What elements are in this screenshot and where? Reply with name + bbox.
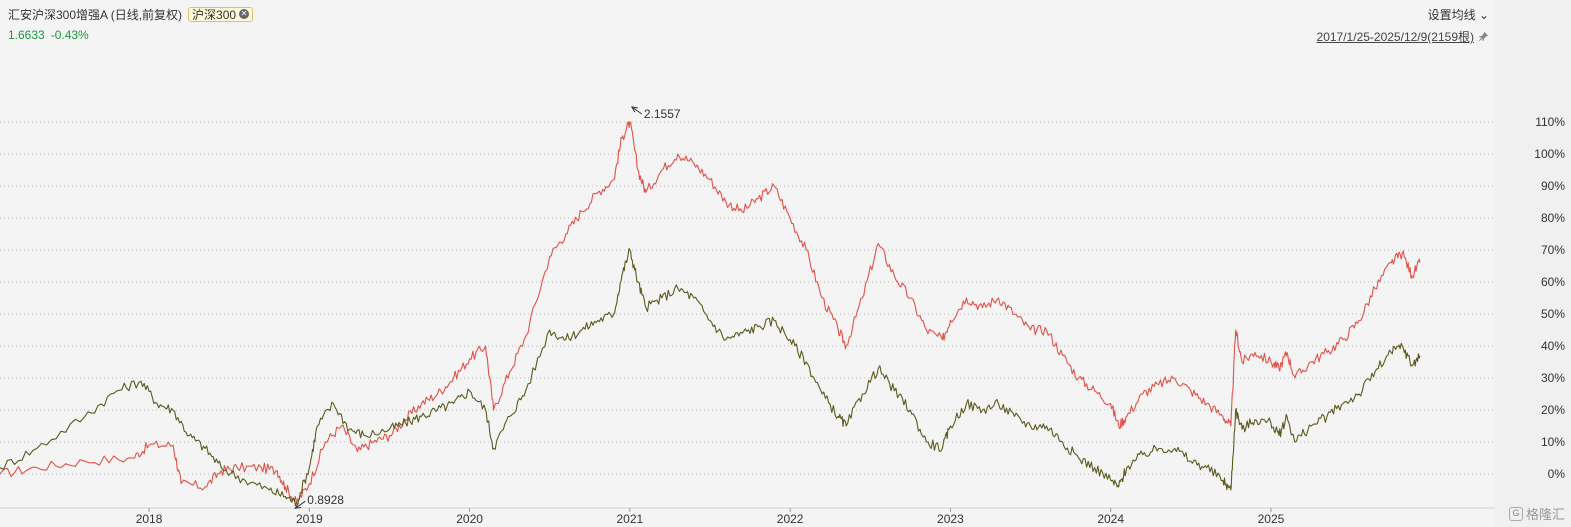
change-percent: -0.43% bbox=[50, 28, 89, 42]
right-axis-panel bbox=[1495, 0, 1571, 527]
ma-settings-button[interactable]: 设置均线 ⌄ bbox=[1427, 8, 1489, 22]
y-tick-label: 110% bbox=[1535, 115, 1565, 129]
y-tick-label: 0% bbox=[1548, 467, 1566, 481]
y-tick-label: 10% bbox=[1541, 435, 1565, 449]
x-tick-label: 2021 bbox=[617, 512, 644, 526]
y-tick-label: 20% bbox=[1541, 403, 1565, 417]
chart-header: 汇安沪深300增强A (日线,前复权) 沪深300 ✕ 1.6633 -0.43… bbox=[8, 6, 254, 42]
y-tick-label: 50% bbox=[1541, 307, 1565, 321]
compare-index-label: 沪深300 bbox=[192, 7, 237, 22]
x-tick-label: 2019 bbox=[296, 512, 323, 526]
annotation-label: 0.8928 bbox=[307, 493, 344, 507]
y-axis: 0% 10% 20% 30% 40% 50% 60% 70% 80% 90% 100% 110% bbox=[1534, 115, 1565, 481]
x-axis: 2018 2019 2020 2021 2022 2023 2024 2025 bbox=[0, 507, 1495, 526]
fund-title: 汇安沪深300增强A (日线,前复权) bbox=[8, 7, 183, 22]
annotations: 2.1557 0.8928 bbox=[294, 106, 681, 509]
series-line bbox=[0, 121, 1421, 504]
x-tick-label: 2018 bbox=[136, 512, 163, 526]
y-tick-label: 80% bbox=[1541, 211, 1565, 225]
y-tick-label: 40% bbox=[1541, 339, 1565, 353]
series-lines bbox=[0, 121, 1421, 507]
y-tick-label: 90% bbox=[1541, 179, 1565, 193]
x-tick-label: 2025 bbox=[1258, 512, 1285, 526]
annotation-arrow bbox=[631, 106, 643, 115]
watermark-text: 格隆汇 bbox=[1525, 507, 1565, 522]
close-icon[interactable]: ✕ bbox=[239, 9, 250, 19]
chart-controls: 设置均线 ⌄ 2017/1/25-2025/12/9(2159根) bbox=[1317, 6, 1489, 45]
date-range-link[interactable]: 2017/1/25-2025/12/9(2159根) bbox=[1316, 30, 1474, 44]
y-tick-label: 100% bbox=[1534, 147, 1565, 161]
latest-value: 1.6633 bbox=[8, 28, 45, 42]
annotation-arrow bbox=[295, 500, 306, 509]
annotation-arrowhead bbox=[630, 106, 638, 113]
watermark: G 格隆汇 bbox=[1508, 504, 1565, 523]
x-tick-label: 2020 bbox=[456, 512, 483, 526]
y-tick-label: 60% bbox=[1541, 275, 1565, 289]
pin-icon[interactable] bbox=[1478, 31, 1489, 42]
annotation-arrowhead bbox=[294, 502, 302, 509]
annotation-label: 2.1557 bbox=[644, 107, 681, 121]
x-tick-label: 2023 bbox=[937, 512, 964, 526]
x-tick-label: 2022 bbox=[777, 512, 804, 526]
x-tick-label: 2024 bbox=[1097, 512, 1124, 526]
series-line bbox=[0, 248, 1421, 507]
gelonghui-logo-icon: G bbox=[1508, 506, 1523, 521]
y-tick-label: 30% bbox=[1541, 371, 1565, 385]
y-tick-label: 70% bbox=[1541, 243, 1565, 257]
compare-index-tag[interactable]: 沪深300 ✕ bbox=[188, 6, 254, 22]
